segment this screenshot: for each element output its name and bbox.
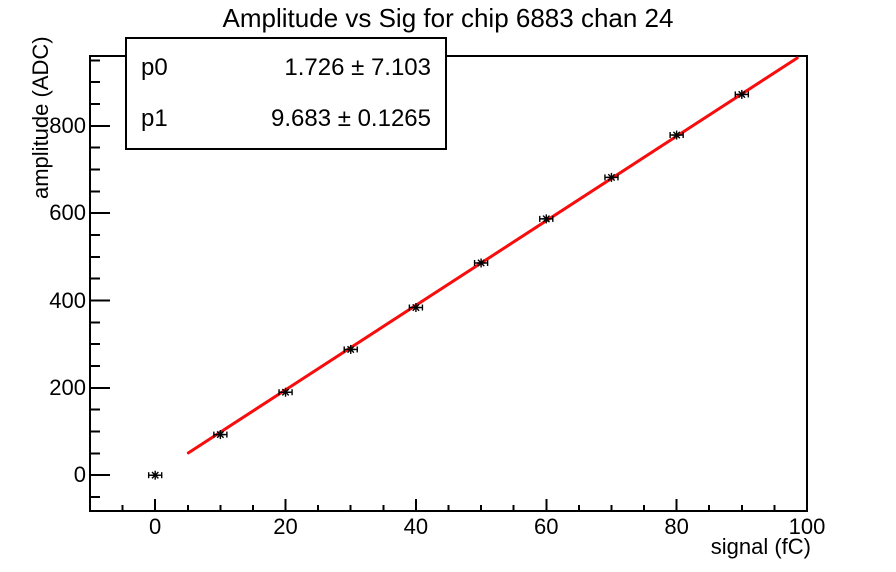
fit-stats-box: p0 1.726 ± 7.103 p1 9.683 ± 0.1265 — [125, 37, 447, 150]
y-tick-label: 200 — [49, 374, 86, 400]
x-tick-label: 100 — [788, 514, 826, 539]
y-tick-label: 400 — [49, 287, 86, 313]
plot-title: Amplitude vs Sig for chip 6883 chan 24 — [222, 3, 674, 33]
data-point — [539, 214, 554, 224]
stats-p0-label: p0 — [141, 54, 168, 82]
x-tick-label: 0 — [149, 514, 162, 539]
x-tick-label: 60 — [534, 514, 559, 539]
data-point — [213, 430, 228, 440]
data-point — [473, 258, 489, 268]
data-point — [408, 303, 424, 313]
data-point — [147, 470, 163, 480]
x-tick-label: 40 — [403, 514, 429, 539]
stats-p1-label: p1 — [141, 104, 168, 132]
data-point — [278, 387, 293, 397]
y-tick-label: 0 — [73, 462, 86, 488]
x-axis-title: signal (fC) — [710, 534, 811, 559]
stats-row-p1: p1 9.683 ± 0.1265 — [127, 105, 445, 133]
y-tick-label: 800 — [49, 112, 86, 138]
data-point — [604, 172, 619, 182]
data-point — [669, 130, 684, 140]
stats-p0-value: 1.726 ± 7.103 — [284, 54, 431, 82]
fit-line — [186, 56, 799, 455]
stats-p1-value: 9.683 ± 0.1265 — [271, 104, 431, 132]
data-point — [734, 89, 750, 99]
y-axis-title: amplitude (ADC) — [28, 36, 53, 199]
y-tick-label: 600 — [49, 200, 86, 226]
x-tick-label: 20 — [273, 514, 298, 539]
data-point — [343, 344, 358, 354]
x-tick-label: 80 — [664, 514, 689, 539]
stats-row-p0: p0 1.726 ± 7.103 — [127, 54, 445, 82]
